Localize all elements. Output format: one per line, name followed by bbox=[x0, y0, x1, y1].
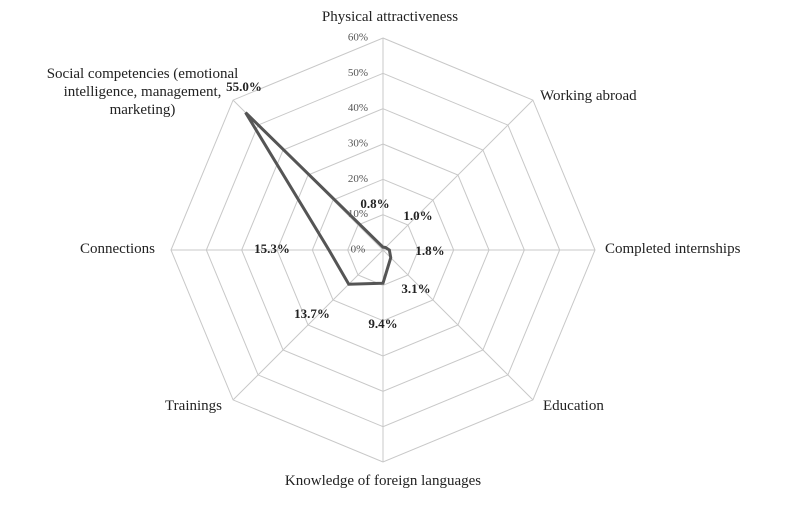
value-label: 55.0% bbox=[226, 79, 262, 94]
tick-label: 0% bbox=[351, 244, 366, 256]
category-label: Working abroad bbox=[540, 88, 637, 104]
series-line bbox=[244, 111, 393, 286]
value-label: 9.4% bbox=[368, 316, 397, 331]
value-label: 0.8% bbox=[360, 196, 389, 211]
category-label: Trainings bbox=[165, 398, 222, 414]
value-label: 13.7% bbox=[294, 306, 330, 321]
tick-label: 20% bbox=[348, 173, 368, 185]
tick-label: 50% bbox=[348, 67, 368, 79]
tick-label: 40% bbox=[348, 102, 368, 114]
value-label: 3.1% bbox=[401, 281, 430, 296]
tick-label: 30% bbox=[348, 138, 368, 150]
value-label: 15.3% bbox=[254, 241, 290, 256]
category-label: Connections bbox=[80, 241, 155, 257]
category-label: Social competencies (emotional intellige… bbox=[46, 66, 239, 118]
spoke bbox=[382, 249, 534, 401]
category-label: Education bbox=[543, 398, 604, 414]
category-label: Completed internships bbox=[605, 241, 741, 257]
spoke bbox=[232, 249, 384, 401]
value-label: 1.0% bbox=[403, 208, 432, 223]
value-label: 1.8% bbox=[415, 243, 444, 258]
category-label: Physical attractiveness bbox=[321, 9, 459, 25]
tick-label: 60% bbox=[348, 32, 368, 44]
spoke bbox=[382, 99, 534, 251]
category-label: Knowledge of foreign languages bbox=[284, 473, 482, 489]
